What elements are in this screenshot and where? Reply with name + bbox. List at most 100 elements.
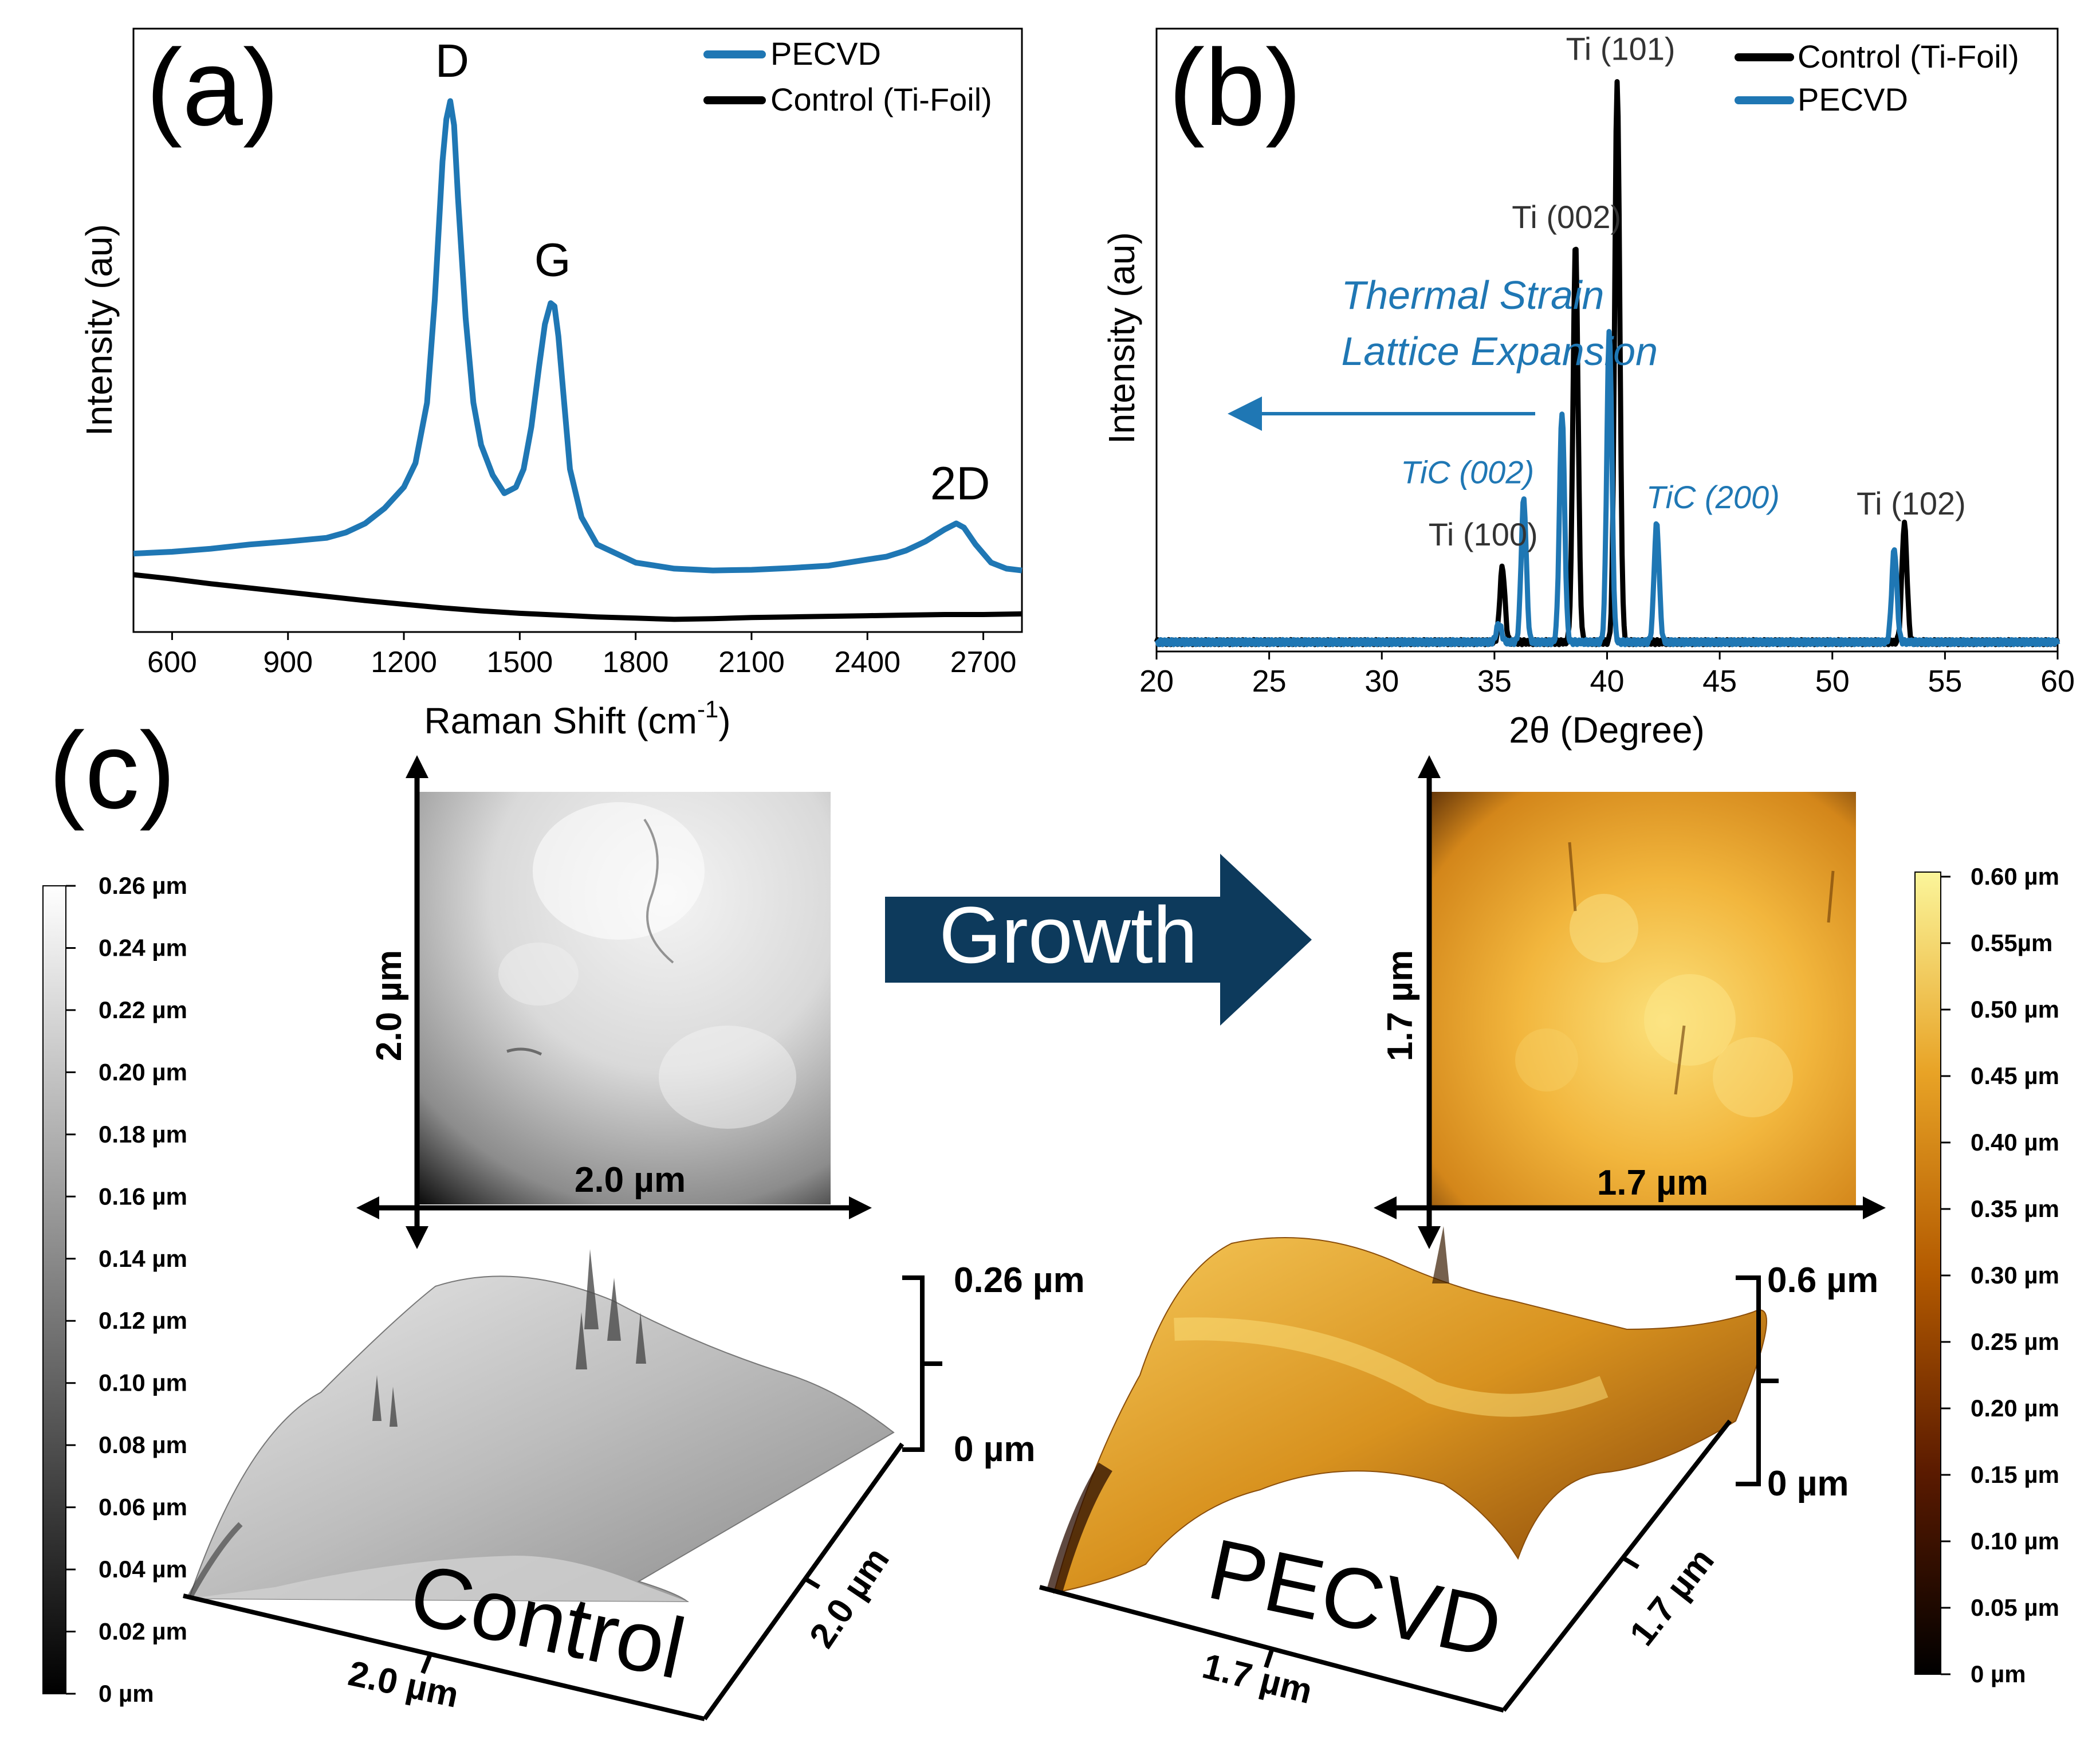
panel-b-annotation: TiC (002) (1401, 454, 1534, 490)
growth-label: Growth (939, 890, 1197, 980)
control-3d-x-label: 2.0 µm (345, 1654, 462, 1715)
pecvd-colorbar-label: 0.35 µm (1971, 1195, 2059, 1222)
panel-a-series (133, 98, 1023, 622)
panel-b-annotation: TiC (200) (1646, 479, 1780, 515)
pecvd-colorbar-label: 0.30 µm (1971, 1262, 2059, 1289)
pecvd-colorbar-label: 0.60 µm (1971, 863, 2059, 890)
panel-b-legend: Control (Ti-Foil) PECVD (1735, 38, 2019, 117)
panel-b-legend-label: Control (Ti-Foil) (1798, 38, 2019, 74)
pecvd-colorbar-label: 0.05 µm (1971, 1594, 2059, 1621)
panel-a-peak-labels: D G 2D (435, 35, 990, 509)
pecvd-colorbar-label: 0.10 µm (1971, 1528, 2059, 1554)
control-z-bottom-label: 0 µm (954, 1430, 1036, 1469)
control-3d-y-label: 2.0 µm (802, 1541, 897, 1655)
panel-a-label: (a) (146, 27, 279, 148)
control-scan-y-label: 2.0 µm (369, 950, 409, 1061)
panel-b-x-tick-label: 45 (1702, 664, 1737, 698)
panel-a-x-axis-label: Raman Shift (cm-1) (424, 696, 730, 741)
panel-b-annotation: Ti (100) (1429, 516, 1538, 552)
panel-b-x-tick-label: 60 (2040, 664, 2075, 698)
panel-b-x-ticks: 20 25 30 35 40 45 50 55 60 (1139, 651, 2075, 698)
panel-a-legend-label: Control (Ti-Foil) (770, 81, 992, 117)
control-scan-x-label: 2.0 µm (575, 1160, 686, 1200)
control-colorbar-label: 0.24 µm (99, 934, 187, 961)
pecvd-3d-title: PECVD (1201, 1520, 1510, 1676)
panel-a-x-tick-label: 2400 (834, 646, 900, 679)
panel-c-label: (c) (49, 710, 176, 831)
panel-a-x-tick-label: 900 (263, 646, 313, 679)
panel-a-x-tick-label: 1200 (371, 646, 437, 679)
pecvd-afm-2d: 1.7 µm 1.7 µm (1374, 755, 1886, 1249)
panel-b-series-line-1 (1154, 329, 2060, 647)
growth-arrow-shape (885, 854, 1312, 1026)
panel-b-x-tick-label: 30 (1364, 664, 1399, 698)
control-surface (188, 1275, 895, 1603)
panel-a-x-tick-label: 2100 (718, 646, 785, 679)
panel-b-annotation: Thermal Strain (1341, 273, 1604, 317)
panel-b-annotation: Lattice Expansion (1341, 329, 1658, 374)
pecvd-colorbar-label: 0.15 µm (1971, 1461, 2059, 1488)
panel-a-plot-frame (132, 28, 1023, 633)
panel-b-annotation: Ti (002) (1512, 199, 1621, 235)
control-colorbar-label: 0 µm (99, 1680, 154, 1707)
pecvd-colorbar-label: 0.20 µm (1971, 1395, 2059, 1422)
pecvd-surface (1053, 1237, 1767, 1594)
pecvd-3d-y-label: 1.7 µm (1622, 1541, 1722, 1654)
panel-b-x-tick-label: 25 (1252, 664, 1287, 698)
panel-b-x-tick-label: 35 (1477, 664, 1512, 698)
control-afm-3d: 2.0 µm 2.0 µm 0.26 µm 0 µm Control (183, 1249, 1085, 1721)
panel-a-peak-label: D (435, 35, 469, 87)
pecvd-3d-x-axis (1039, 1585, 1505, 1713)
panel-a-x-ticks: 600 900 1200 1500 1800 2100 2400 2700 (147, 632, 1016, 679)
pecvd-colorbar (1914, 872, 1941, 1675)
control-colorbar-label: 0.22 µm (99, 996, 187, 1023)
panel-a-legend: PECVD Control (Ti-Foil) (703, 36, 992, 117)
control-colorbar-label: 0.12 µm (99, 1307, 187, 1334)
panel-a-x-tick-label: 1500 (487, 646, 553, 679)
panel-b-y-axis-label: Intensity (au) (1101, 232, 1142, 444)
panel-c-afm: (c) 0.26 µm0.24 µm0.22 µm0.20 µm0.18 µm0… (42, 710, 2059, 1721)
panel-a-x-tick-label: 2700 (950, 646, 1017, 679)
control-z-top-label: 0.26 µm (954, 1261, 1085, 1300)
panel-b-label: (b) (1169, 27, 1301, 148)
panel-b-annotation: Ti (102) (1857, 485, 1966, 521)
control-colorbar-label: 0.06 µm (99, 1494, 187, 1521)
panel-a-x-tick-label: 600 (147, 646, 197, 679)
control-3d-y-axis (702, 1442, 905, 1721)
control-colorbar-label: 0.08 µm (99, 1431, 187, 1458)
pecvd-z-top-label: 0.6 µm (1767, 1261, 1878, 1300)
control-colorbar-label: 0.20 µm (99, 1058, 187, 1085)
control-afm-2d: 2.0 µm 2.0 µm (356, 755, 872, 1249)
pecvd-afm-3d: 1.7 µm 1.7 µm 0.6 µm 0 µm PECVD (1039, 1226, 1878, 1713)
panel-a-x-tick-label: 1800 (603, 646, 669, 679)
panel-b-series (1154, 79, 2060, 647)
panel-b-legend-label: PECVD (1798, 81, 1908, 117)
pecvd-colorbar-label: 0.45 µm (1971, 1062, 2059, 1089)
panel-b-annotation: Ti (101) (1566, 30, 1676, 66)
pecvd-colorbar-label: 0.40 µm (1971, 1129, 2059, 1156)
pecvd-colorbar-label: 0 µm (1971, 1660, 2026, 1687)
panel-a-series-line-0 (133, 98, 1023, 574)
pecvd-colorbar-ticks: 0.60 µm 0.55µm 0.50 µm 0.45 µm 0.40 µm 0.35 µ… (1941, 863, 2059, 1687)
panel-a-peak-label: G (534, 234, 571, 286)
control-z-axis (902, 1275, 942, 1452)
panel-a-y-axis-label: Intensity (au) (78, 224, 120, 436)
panel-b-x-tick-label: 55 (1928, 664, 1962, 698)
panel-b-x-axis-label: 2θ (Degree) (1509, 709, 1705, 751)
panel-a-raman: (a) 600 900 1200 1500 1800 2100 2400 2700 DG2D … (78, 27, 1023, 741)
panel-b-x-tick-label: 20 (1139, 664, 1174, 698)
pecvd-afm-image (1430, 792, 1856, 1209)
control-colorbar-label: 0.26 µm (99, 872, 187, 899)
panel-a-peak-label: 2D (930, 457, 990, 509)
panel-a-series-line-1 (133, 572, 1023, 622)
pecvd-scan-y-label: 1.7 µm (1381, 950, 1420, 1061)
control-colorbar-label: 0.04 µm (99, 1556, 187, 1583)
control-colorbar-label: 0.02 µm (99, 1618, 187, 1645)
pecvd-scan-x-label: 1.7 µm (1597, 1163, 1708, 1203)
control-colorbar-ticks: 0.26 µm 0.24 µm 0.22 µm 0.20 µm 0.18 µm 0.16 … (66, 872, 187, 1707)
panel-b-x-tick-label: 50 (1815, 664, 1850, 698)
control-colorbar-label: 0.10 µm (99, 1369, 187, 1396)
panel-b-x-tick-label: 40 (1590, 664, 1624, 698)
pecvd-colorbar-label: 0.55µm (1971, 929, 2052, 956)
